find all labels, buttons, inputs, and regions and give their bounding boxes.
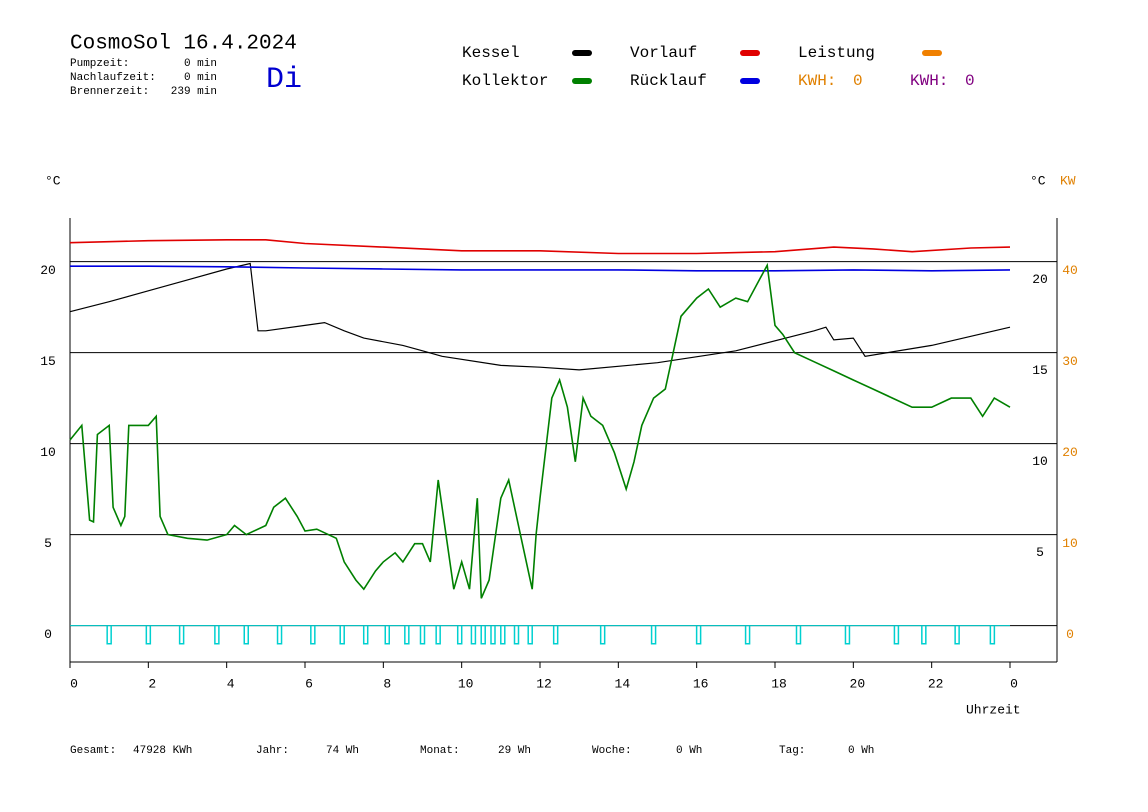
- x-tick-label: 4: [227, 676, 235, 691]
- pump-pulse: [989, 625, 996, 645]
- legend-swatch: [572, 50, 592, 56]
- series-line: [69, 262, 1011, 599]
- pump-pulse: [243, 625, 249, 645]
- stat-label: Brennerzeit:: [70, 86, 149, 98]
- legend-label: Vorlauf: [630, 44, 697, 62]
- pump-pulse: [954, 625, 960, 645]
- footer-label: Monat:: [420, 745, 460, 757]
- y-tick-label: 20: [40, 263, 56, 278]
- pump-pulse: [921, 625, 927, 645]
- footer-value: 74 Wh: [326, 745, 359, 757]
- y2-axis-label: KW: [1060, 173, 1076, 188]
- y2-tick-label: 30: [1062, 354, 1078, 369]
- y-tick-label: 15: [40, 354, 56, 369]
- pump-pulse: [490, 625, 496, 645]
- pump-pulse: [650, 625, 657, 645]
- x-tick-label: 16: [693, 676, 709, 691]
- footer-label: Gesamt:: [70, 745, 116, 757]
- legend-swatch: [740, 50, 760, 56]
- x-tick-label: 18: [771, 676, 787, 691]
- pump-pulse: [695, 625, 702, 645]
- series-line: [69, 262, 1011, 371]
- x-tick-label: 14: [615, 676, 631, 691]
- pump-pulse: [795, 625, 802, 645]
- pump-pulse: [470, 625, 477, 645]
- y2-tick-label: 40: [1062, 263, 1078, 278]
- pump-pulse: [599, 625, 606, 645]
- pump-pulse: [527, 625, 533, 645]
- stat-value: 0 min: [184, 58, 217, 70]
- pump-pulse: [552, 625, 559, 645]
- y-inner-tick-label: 5: [1036, 545, 1044, 560]
- y-inner-tick-label: 20: [1032, 272, 1048, 287]
- x-tick-label: 8: [383, 676, 391, 691]
- y-tick-label: 0: [44, 627, 52, 642]
- y-tick-label: 10: [40, 445, 56, 460]
- pump-pulse: [214, 625, 220, 645]
- x-tick-label: 12: [536, 676, 552, 691]
- x-tick-label: 0: [70, 676, 78, 691]
- pump-pulse: [106, 625, 112, 645]
- kwh-value: 0: [965, 72, 975, 90]
- series-line: [70, 265, 1011, 272]
- x-axis-label: Uhrzeit: [966, 702, 1021, 717]
- y2-tick-label: 10: [1062, 536, 1078, 551]
- pump-pulse: [893, 625, 900, 645]
- footer-value: 0 Wh: [848, 745, 874, 757]
- x-tick-label: 6: [305, 676, 313, 691]
- x-tick-label: 20: [850, 676, 866, 691]
- stat-label: Nachlaufzeit:: [70, 72, 156, 84]
- stat-value: 0 min: [184, 72, 217, 84]
- y-axis-label: °C: [45, 173, 61, 188]
- y2-tick-label: 0: [1066, 627, 1074, 642]
- y2-tick-label: 20: [1062, 445, 1078, 460]
- stat-value: 239 min: [171, 86, 217, 98]
- pump-pulse: [435, 625, 441, 645]
- legend-label: Leistung: [798, 44, 875, 62]
- x-tick-label: 0: [1010, 676, 1018, 691]
- pump-pulse: [310, 625, 316, 645]
- footer-value: 29 Wh: [498, 745, 531, 757]
- pump-pulse: [419, 625, 426, 645]
- legend-label: Kollektor: [462, 72, 548, 90]
- title: CosmoSol 16.4.2024: [70, 33, 297, 56]
- kwh-label: KWH:: [798, 72, 836, 90]
- weekday: Di: [266, 63, 302, 97]
- kwh-value: 0: [853, 72, 863, 90]
- y-inner-tick-label: 10: [1032, 454, 1048, 469]
- footer-value: 0 Wh: [676, 745, 702, 757]
- pump-pulse: [744, 625, 751, 645]
- y-inner-tick-label: 15: [1032, 363, 1048, 378]
- legend-swatch: [572, 78, 592, 84]
- pump-pulse: [456, 625, 463, 645]
- pump-pulse: [339, 625, 345, 645]
- legend-label: Kessel: [462, 44, 520, 62]
- pump-pulse: [384, 625, 390, 645]
- pump-pulse: [404, 625, 410, 645]
- pump-pulse: [500, 625, 506, 645]
- pump-pulse: [145, 625, 152, 645]
- pump-pulse: [178, 625, 185, 645]
- series-line: [69, 239, 1011, 255]
- legend-swatch: [740, 78, 760, 84]
- kwh-label: KWH:: [910, 72, 948, 90]
- pump-pulse: [480, 625, 486, 645]
- x-tick-label: 10: [458, 676, 474, 691]
- pump-pulse: [276, 625, 283, 645]
- y-tick-label: 5: [44, 536, 52, 551]
- footer-label: Tag:: [779, 745, 805, 757]
- y-axis-label: °C: [1030, 173, 1046, 188]
- pump-pulse: [513, 625, 520, 645]
- footer-label: Woche:: [592, 745, 632, 757]
- footer-value: 47928 KWh: [133, 745, 192, 757]
- pump-pulse: [844, 625, 851, 645]
- legend-label: Rücklauf: [630, 72, 707, 90]
- x-tick-label: 22: [928, 676, 944, 691]
- pump-pulse: [362, 625, 369, 645]
- legend-swatch: [922, 50, 942, 56]
- footer-label: Jahr:: [256, 745, 289, 757]
- stat-label: Pumpzeit:: [70, 58, 129, 70]
- x-tick-label: 2: [148, 676, 156, 691]
